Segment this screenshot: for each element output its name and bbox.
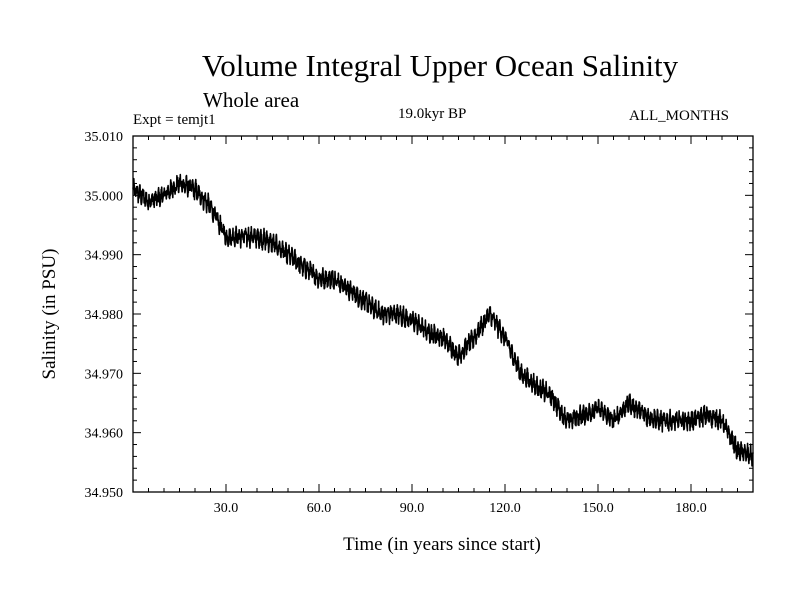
y-tick-label: 34.960: [85, 427, 124, 442]
y-tick-label: 34.950: [85, 486, 124, 501]
y-tick-label: 35.010: [85, 130, 124, 145]
x-tick-label: 150.0: [582, 501, 614, 516]
chart-subtitle: Whole area: [203, 88, 300, 112]
plot-frame: [132, 135, 754, 493]
x-axis-label: Time (in years since start): [343, 534, 541, 555]
x-tick-label: 90.0: [400, 501, 425, 516]
y-tick-label: 34.990: [85, 249, 124, 264]
chart-title: Volume Integral Upper Ocean Salinity: [201, 48, 679, 83]
series-line-salinity: [132, 173, 754, 467]
y-tick-label: 34.980: [85, 308, 124, 323]
x-tick-label: 60.0: [307, 501, 332, 516]
y-tick-label: 34.970: [85, 367, 124, 382]
axis-ticks: 30.0 60.0 90.0 120.0 150.0 180.0 34.950 34.960 3…: [85, 130, 753, 516]
y-tick-label: 35.000: [85, 189, 124, 204]
x-tick-label: 30.0: [214, 501, 239, 516]
months-label: ALL_MONTHS: [629, 108, 729, 124]
period-label: 19.0kyr BP: [398, 106, 467, 122]
x-tick-label: 120.0: [489, 501, 521, 516]
experiment-label: Expt = temjt1: [133, 112, 216, 128]
x-tick-label: 180.0: [675, 501, 707, 516]
